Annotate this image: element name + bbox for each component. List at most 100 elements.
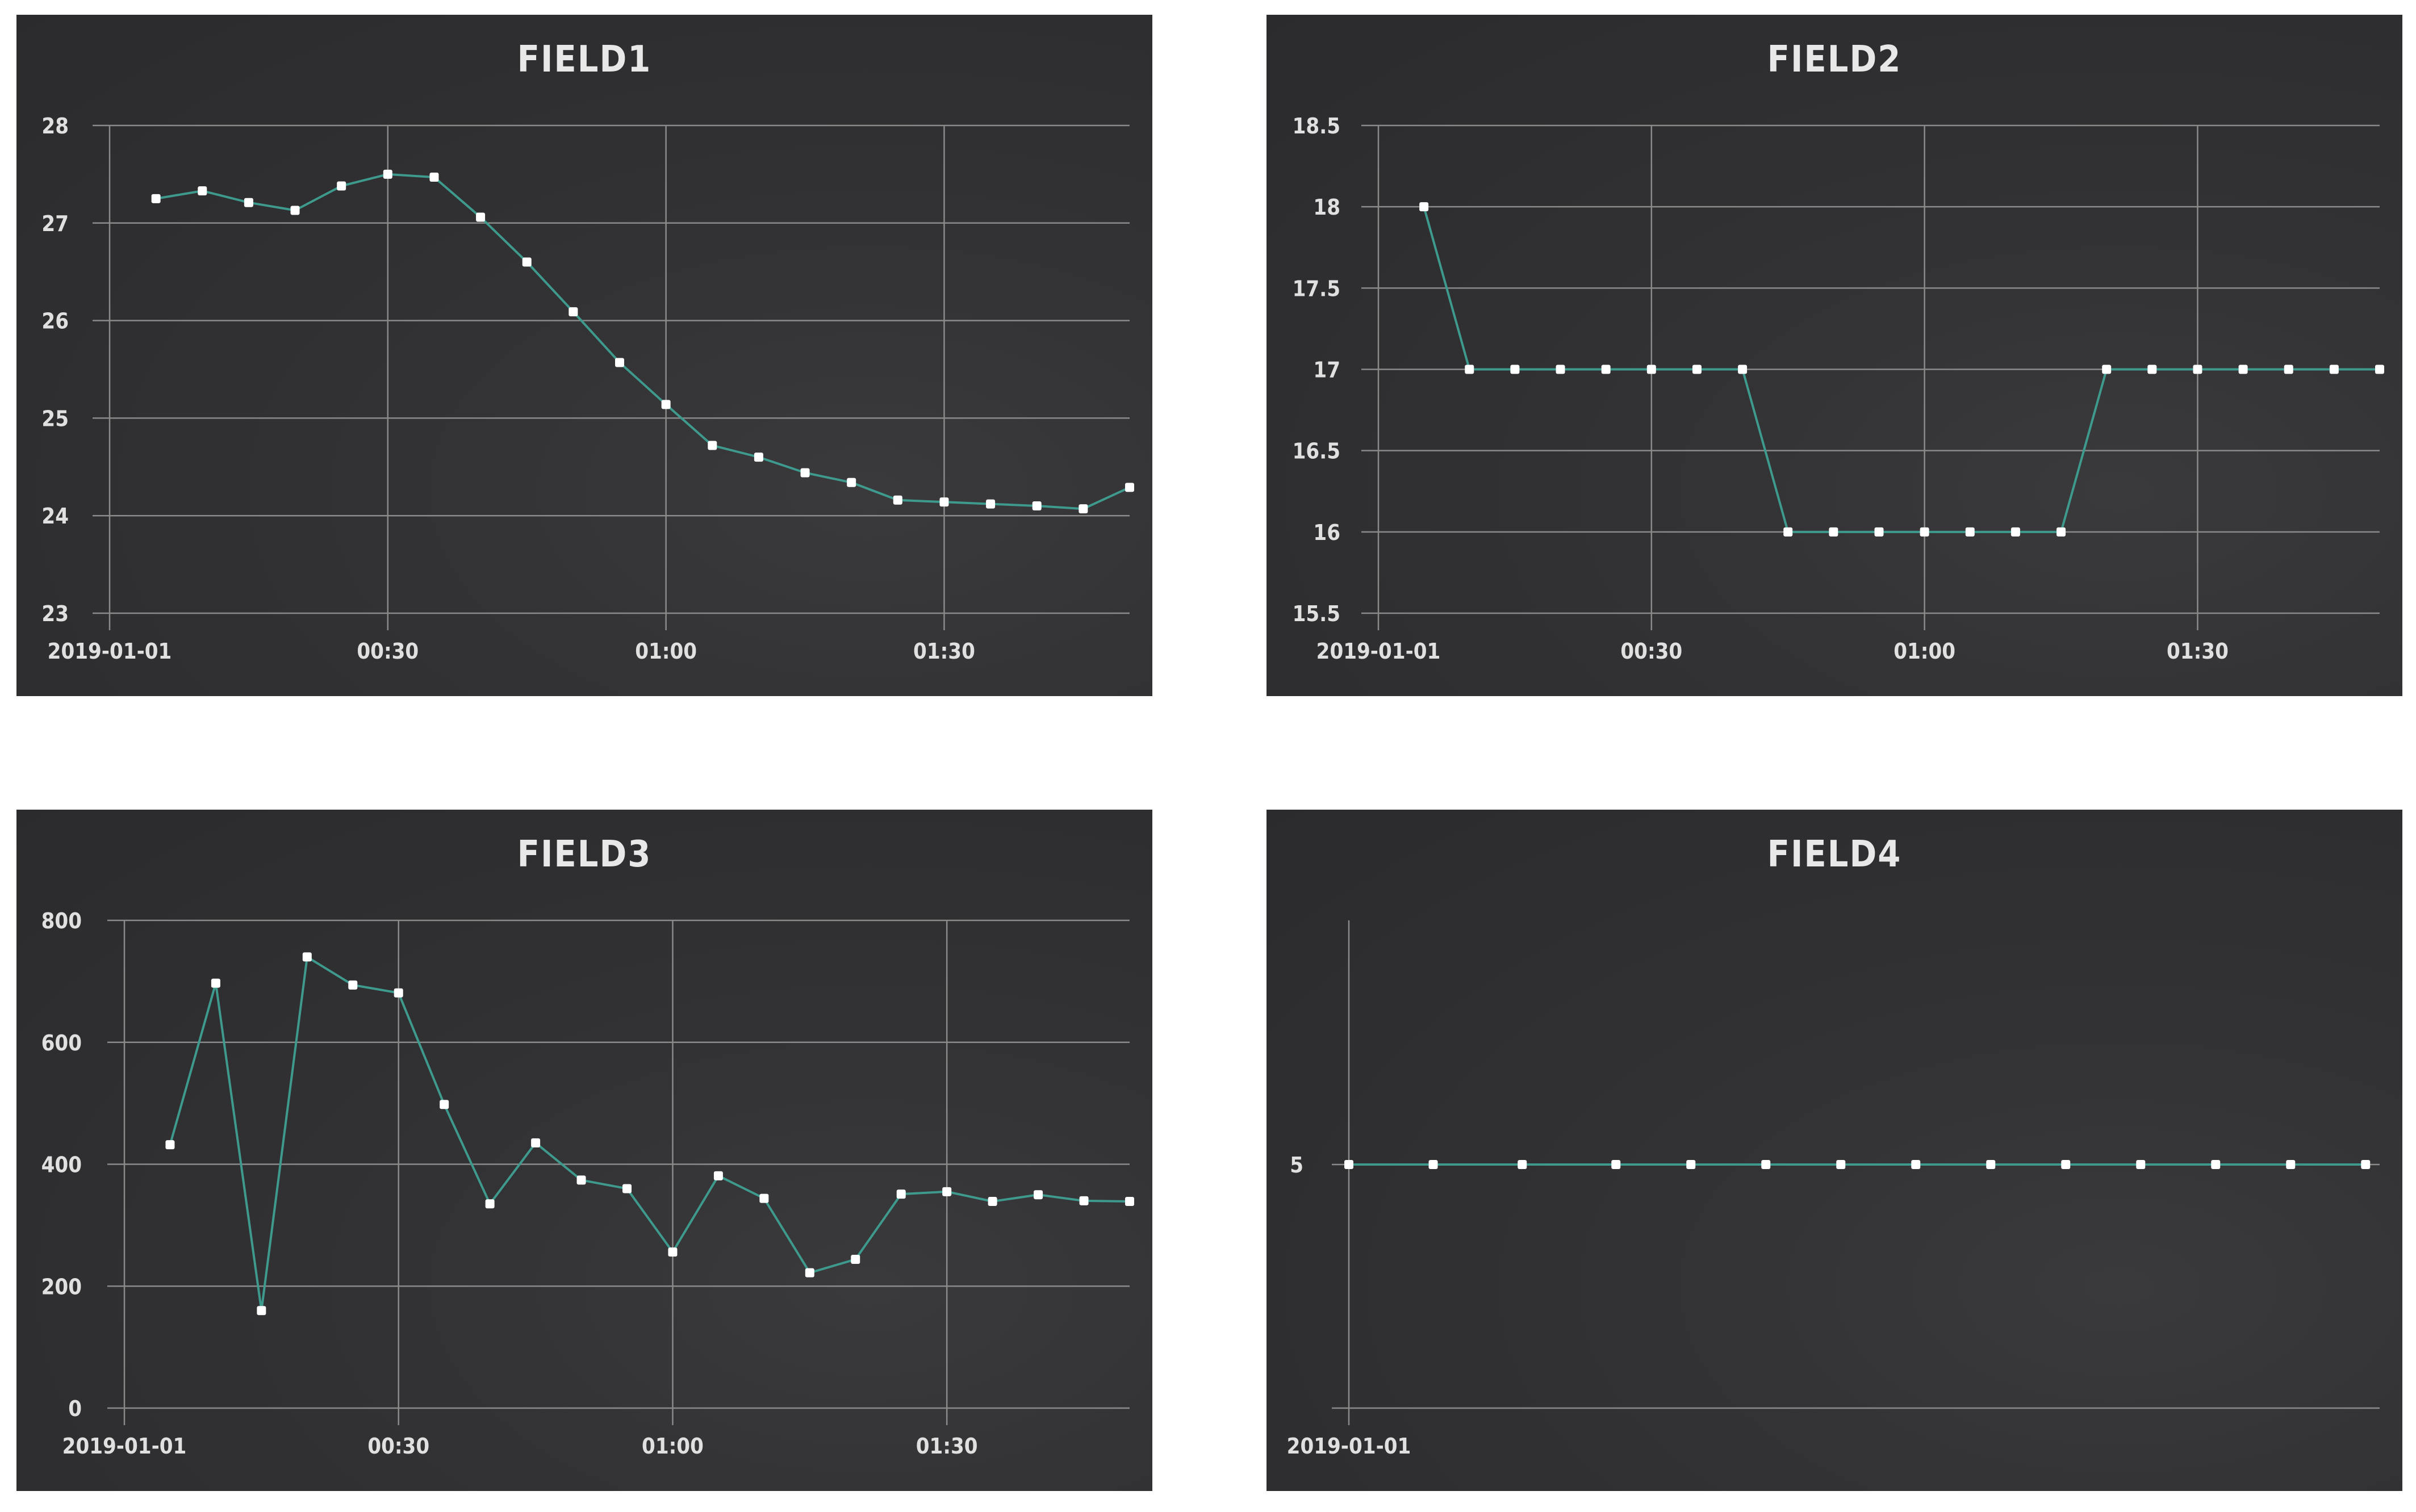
data-point[interactable] — [805, 1268, 814, 1278]
data-point[interactable] — [2284, 365, 2293, 374]
data-point[interactable] — [1125, 1196, 1134, 1206]
x-tick-label: 2019-01-01 — [62, 1434, 187, 1459]
data-point[interactable] — [476, 212, 486, 222]
data-point[interactable] — [1920, 527, 1929, 537]
data-point[interactable] — [2238, 365, 2248, 374]
data-point[interactable] — [1761, 1160, 1771, 1169]
data-point[interactable] — [759, 1193, 769, 1203]
data-point[interactable] — [2010, 527, 2020, 537]
data-point[interactable] — [1986, 1160, 1996, 1169]
data-point[interactable] — [531, 1138, 541, 1147]
x-tick-label: 00:30 — [357, 639, 419, 664]
data-point[interactable] — [429, 173, 439, 182]
chart-svg-field1: FIELD1 23 24 25 26 27 28 2019-01-01 00:30 01:00 01… — [41, 39, 1134, 664]
data-point[interactable] — [2286, 1160, 2296, 1169]
data-point[interactable] — [383, 169, 392, 179]
data-point[interactable] — [1428, 1160, 1438, 1169]
x-tick-label: 00:30 — [367, 1434, 429, 1459]
data-point[interactable] — [2147, 365, 2157, 374]
chart-title: FIELD1 — [517, 39, 652, 81]
y-tick-label: 400 — [41, 1153, 82, 1178]
data-point[interactable] — [1738, 365, 1748, 374]
data-point[interactable] — [2375, 365, 2384, 374]
data-point[interactable] — [1611, 1160, 1621, 1169]
data-point[interactable] — [1692, 365, 1702, 374]
x-tick-label: 01:00 — [635, 639, 697, 664]
data-point[interactable] — [290, 206, 300, 215]
data-point[interactable] — [2361, 1160, 2371, 1169]
data-point[interactable] — [1965, 527, 1975, 537]
data-point[interactable] — [337, 181, 346, 191]
data-point[interactable] — [348, 980, 358, 990]
y-tick-label: 17 — [1313, 358, 1340, 383]
data-point[interactable] — [485, 1199, 495, 1209]
data-point[interactable] — [1836, 1160, 1846, 1169]
data-point[interactable] — [244, 198, 253, 207]
data-point[interactable] — [522, 257, 532, 267]
y-tick-label: 600 — [41, 1031, 82, 1056]
data-point[interactable] — [211, 978, 220, 988]
x-tick-label: 00:30 — [1620, 639, 1682, 664]
data-point[interactable] — [576, 1175, 586, 1185]
data-point[interactable] — [615, 358, 624, 367]
data-point[interactable] — [939, 497, 949, 507]
data-point[interactable] — [1783, 527, 1793, 537]
data-point[interactable] — [754, 453, 763, 462]
data-point[interactable] — [1034, 1190, 1043, 1200]
data-point[interactable] — [2136, 1160, 2146, 1169]
data-point[interactable] — [257, 1306, 266, 1316]
y-tick-label: 5 — [1290, 1153, 1303, 1178]
data-point[interactable] — [1125, 483, 1134, 492]
data-point[interactable] — [708, 441, 717, 450]
data-point[interactable] — [1518, 1160, 1527, 1169]
data-point[interactable] — [1465, 365, 1474, 374]
data-point[interactable] — [394, 988, 403, 998]
data-point[interactable] — [1646, 365, 1656, 374]
data-point[interactable] — [893, 495, 902, 505]
data-point[interactable] — [1874, 527, 1884, 537]
chart-title: FIELD2 — [1767, 39, 1902, 81]
data-point[interactable] — [896, 1190, 906, 1199]
data-point[interactable] — [622, 1184, 632, 1193]
x-tick-label: 01:00 — [1893, 639, 1955, 664]
data-point[interactable] — [440, 1100, 449, 1109]
data-point[interactable] — [2211, 1160, 2221, 1169]
x-tick-label: 01:30 — [916, 1434, 978, 1459]
data-point[interactable] — [1079, 504, 1088, 514]
data-point[interactable] — [569, 307, 578, 317]
data-point[interactable] — [713, 1171, 723, 1180]
data-point[interactable] — [1079, 1196, 1089, 1205]
data-point[interactable] — [988, 1196, 997, 1206]
chart-panel-field1: FIELD1 23 24 25 26 27 28 2019-01-01 00:30 01:00 01… — [16, 15, 1152, 696]
data-point[interactable] — [151, 194, 161, 203]
data-point[interactable] — [851, 1255, 860, 1264]
data-point[interactable] — [986, 499, 996, 509]
x-tick-label: 2019-01-01 — [1316, 639, 1441, 664]
data-point[interactable] — [165, 1140, 175, 1150]
data-point[interactable] — [1032, 501, 1042, 511]
data-point[interactable] — [1601, 365, 1611, 374]
data-point[interactable] — [302, 952, 312, 962]
data-point[interactable] — [198, 186, 207, 196]
data-point[interactable] — [942, 1187, 952, 1196]
x-tick-label: 2019-01-01 — [48, 639, 172, 664]
data-point[interactable] — [668, 1247, 678, 1257]
data-point[interactable] — [1911, 1160, 1921, 1169]
y-tick-label: 18 — [1313, 195, 1340, 220]
data-point[interactable] — [661, 400, 671, 409]
data-point[interactable] — [2102, 365, 2112, 374]
data-point[interactable] — [2193, 365, 2202, 374]
data-point[interactable] — [2329, 365, 2339, 374]
data-point[interactable] — [1344, 1160, 1353, 1169]
data-point[interactable] — [1829, 527, 1838, 537]
chart-panel-field3: FIELD3 0 200 400 600 800 2019-01-01 00:30 01:00 0… — [16, 810, 1152, 1491]
x-tick-label: 2019-01-01 — [1287, 1434, 1411, 1459]
data-point[interactable] — [800, 468, 810, 478]
data-point[interactable] — [847, 478, 856, 487]
data-point[interactable] — [1419, 202, 1429, 212]
data-point[interactable] — [1556, 365, 1565, 374]
data-point[interactable] — [2056, 527, 2066, 537]
data-point[interactable] — [1686, 1160, 1696, 1169]
data-point[interactable] — [2061, 1160, 2071, 1169]
data-point[interactable] — [1510, 365, 1520, 374]
